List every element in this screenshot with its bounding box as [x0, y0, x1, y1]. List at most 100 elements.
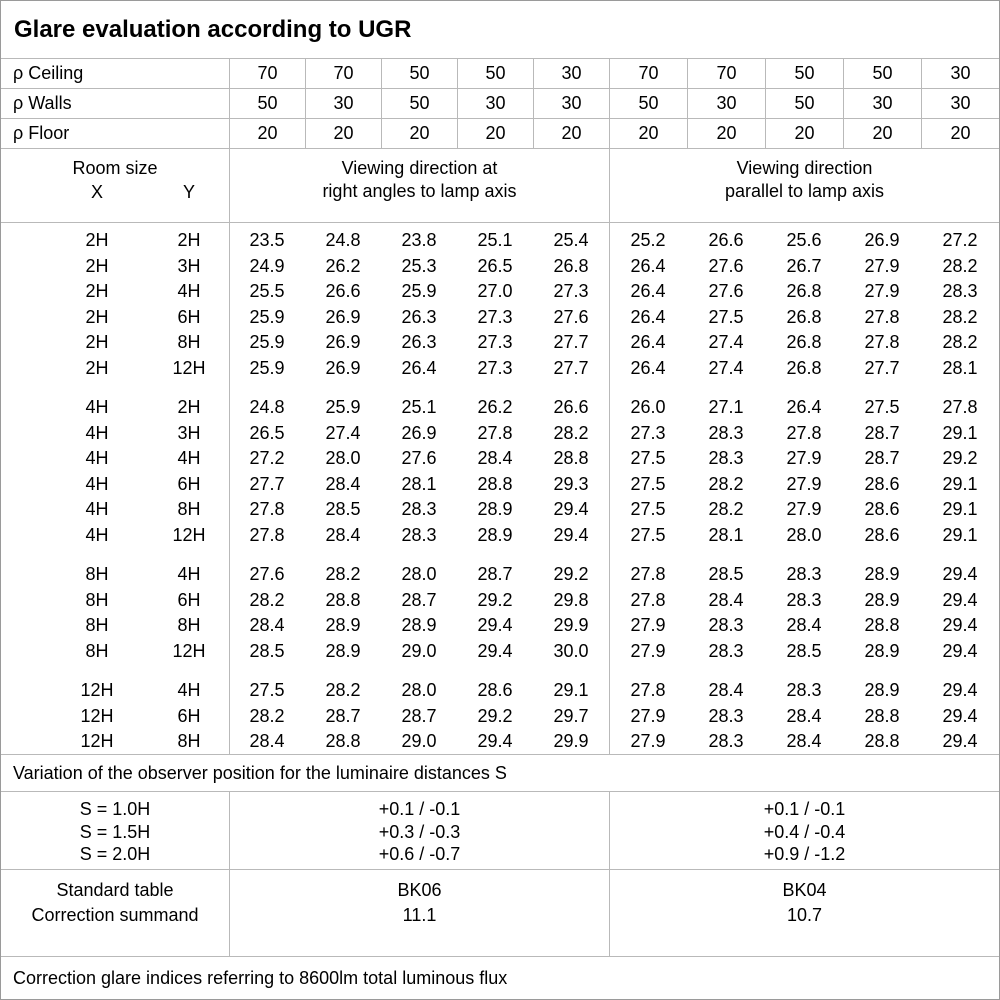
correction-summand-label: Correction summand — [31, 905, 199, 925]
ugr-value: 28.4 — [249, 615, 285, 636]
variation-note: Variation of the observer position for t… — [1, 755, 999, 792]
ugr-value: 28.2 — [249, 705, 285, 726]
spacer — [1, 356, 45, 382]
ugr-value: 28.9 — [325, 640, 361, 661]
ugr-value: 26.5 — [477, 255, 513, 276]
ugr-value: 28.2 — [942, 255, 978, 276]
room-x-value: 12H — [80, 680, 114, 701]
ugr-value: 28.3 — [401, 524, 437, 545]
group1-heading-line2: right angles to lamp axis — [322, 181, 517, 201]
ugr-value: 29.4 — [942, 615, 978, 636]
ugr-value: 26.4 — [630, 306, 666, 327]
table-row: 4H 4H 27.2 28.0 27.6 28.4 28.8 27.5 28.3 27.9 28.7… — [1, 446, 999, 472]
room-size-label: Room size — [72, 158, 158, 178]
spacer — [1, 678, 45, 704]
spacer — [1, 182, 45, 203]
room-y-value: 8H — [177, 499, 201, 520]
ugr-value: 25.9 — [401, 281, 437, 302]
room-x-value: 4H — [85, 499, 109, 520]
table-row: 2H 2H 23.5 24.8 23.8 25.1 25.4 25.2 26.6 25.6 26.9… — [1, 228, 999, 254]
group2-heading-line2: parallel to lamp axis — [724, 181, 885, 201]
ugr-value: 28.8 — [477, 473, 513, 494]
group-divider — [609, 223, 610, 754]
ugr-value: 28.9 — [864, 680, 900, 701]
ugr-value: 28.7 — [401, 589, 437, 610]
ugr-value: 29.1 — [942, 524, 978, 545]
group1-heading-line1: Viewing direction at — [341, 158, 498, 178]
ugr-value: 28.9 — [477, 524, 513, 545]
ugr-value: 27.5 — [630, 448, 666, 469]
ugr-value: 28.9 — [864, 640, 900, 661]
s-value: +0.4 / -0.4 — [763, 821, 846, 842]
table-row: 12H 6H 28.2 28.7 28.7 29.2 29.7 27.9 28.3 28.4 28.… — [1, 704, 999, 730]
ugr-value: 27.4 — [325, 422, 361, 443]
ugr-value: 28.3 — [401, 499, 437, 520]
reflectance-value: 20 — [765, 119, 843, 148]
ugr-value: 29.9 — [553, 731, 589, 752]
ugr-value: 28.5 — [708, 564, 744, 585]
ugr-value: 28.3 — [708, 705, 744, 726]
table-row: 8H 8H 28.4 28.9 28.9 29.4 29.9 27.9 28.3 28.4 28.8… — [1, 613, 999, 639]
reflectance-value: 50 — [381, 59, 457, 88]
group2-heading: Viewing direction parallel to lamp axis — [609, 149, 999, 222]
ugr-value: 28.4 — [708, 680, 744, 701]
room-y-value: 8H — [177, 332, 201, 353]
room-x-value: 2H — [85, 281, 109, 302]
table-row: 8H 6H 28.2 28.8 28.7 29.2 29.8 27.8 28.4 28.3 28.9… — [1, 588, 999, 614]
room-y-value: 4H — [177, 448, 201, 469]
s-value: +0.3 / -0.3 — [378, 821, 461, 842]
ugr-value: 27.9 — [786, 448, 822, 469]
ugr-value: 28.4 — [786, 615, 822, 636]
ugr-value: 27.3 — [630, 422, 666, 443]
ugr-value: 29.4 — [942, 680, 978, 701]
ugr-value: 28.3 — [708, 640, 744, 661]
s-label: S = 1.5H — [79, 821, 151, 842]
ugr-value: 27.8 — [864, 306, 900, 327]
table-row: 8H 4H 27.6 28.2 28.0 28.7 29.2 27.8 28.5 28.3 28.9… — [1, 562, 999, 588]
reflectance-row: ρ Walls 50 30 50 30 30 50 30 50 30 30 — [1, 89, 999, 119]
s-values-group2: +0.1 / -0.1 +0.4 / -0.4 +0.9 / -1.2 — [609, 792, 999, 869]
ugr-value: 28.7 — [401, 705, 437, 726]
ugr-value: 27.8 — [630, 589, 666, 610]
ugr-value: 27.9 — [786, 473, 822, 494]
ugr-value: 29.4 — [477, 640, 513, 661]
ugr-value: 25.2 — [630, 230, 666, 251]
ugr-value: 26.8 — [786, 306, 822, 327]
ugr-value: 28.6 — [864, 524, 900, 545]
ugr-value: 24.8 — [249, 397, 285, 418]
reflectance-label: ρ Floor — [13, 123, 70, 143]
spacer — [1, 472, 45, 498]
table-row: 2H 12H 25.9 26.9 26.4 27.3 27.7 26.4 27.4 26.8 27.… — [1, 356, 999, 382]
reflectance-value: 70 — [687, 59, 765, 88]
ugr-value: 28.8 — [864, 615, 900, 636]
ugr-value: 23.5 — [249, 230, 285, 251]
ugr-value: 28.7 — [477, 564, 513, 585]
room-x-value: 2H — [85, 230, 109, 251]
ugr-value: 27.6 — [708, 255, 744, 276]
ugr-value: 28.3 — [708, 422, 744, 443]
table-row: 4H 3H 26.5 27.4 26.9 27.8 28.2 27.3 28.3 27.8 28.7… — [1, 421, 999, 447]
ugr-value: 27.5 — [864, 397, 900, 418]
ugr-value: 28.3 — [708, 731, 744, 752]
ugr-value: 28.2 — [708, 499, 744, 520]
ugr-value: 28.1 — [942, 357, 978, 378]
room-y-value: 6H — [177, 473, 201, 494]
reflectance-value: 30 — [533, 59, 609, 88]
table-row: 4H 6H 27.7 28.4 28.1 28.8 29.3 27.5 28.2 27.9 28.6… — [1, 472, 999, 498]
ugr-value: 25.4 — [553, 230, 589, 251]
ugr-value: 27.8 — [942, 397, 978, 418]
y-column-label: Y — [182, 182, 195, 202]
room-y-value: 4H — [177, 680, 201, 701]
room-y-value: 12H — [172, 524, 206, 545]
reflectance-value: 50 — [381, 89, 457, 118]
ugr-value: 24.9 — [249, 255, 285, 276]
ugr-value: 27.5 — [630, 499, 666, 520]
ugr-value: 26.3 — [401, 332, 437, 353]
ugr-value: 26.9 — [401, 422, 437, 443]
reflectance-value: 20 — [381, 119, 457, 148]
standard-group1: BK06 11.1 — [229, 870, 609, 956]
ugr-value: 29.8 — [553, 589, 589, 610]
spacer — [1, 562, 45, 588]
reflectance-value: 50 — [229, 89, 305, 118]
table-row: 4H 8H 27.8 28.5 28.3 28.9 29.4 27.5 28.2 27.9 28.6… — [1, 497, 999, 523]
